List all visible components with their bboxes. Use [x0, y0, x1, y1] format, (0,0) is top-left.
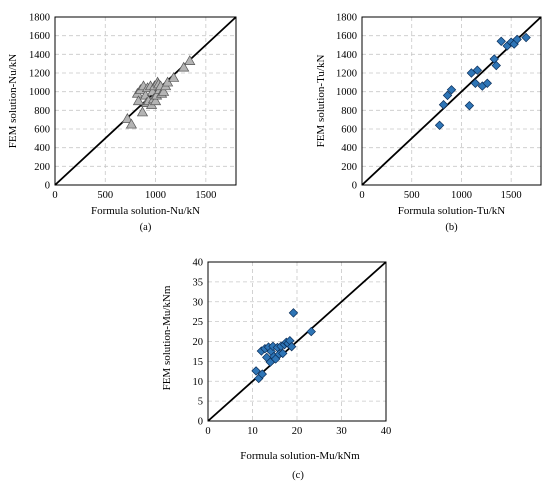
data-point	[496, 36, 506, 46]
data-point	[121, 113, 134, 123]
y-tick-label: 400	[34, 143, 50, 154]
x-tick-label: 1000	[451, 190, 472, 201]
y-tick-label: 200	[341, 162, 357, 173]
y-tick-label: 600	[34, 125, 50, 136]
data-point	[168, 71, 180, 82]
y-tick-label: 1800	[336, 13, 357, 24]
y-tick-label: 1000	[336, 87, 357, 98]
data-point	[472, 65, 483, 75]
x-tick-label: 30	[336, 426, 347, 437]
data-point	[482, 78, 492, 88]
data-point	[286, 341, 297, 352]
chart-a-ylabel: FEM solution-Nu/kN	[7, 54, 19, 148]
y-tick-label: 0	[45, 181, 50, 192]
chart-c-plot: 0 10 20 30 40 0 5 10 15 20 25 30 35 40	[193, 258, 392, 438]
x-tick-label: 500	[97, 190, 113, 201]
data-point	[178, 61, 190, 72]
x-tick-label: 0	[52, 190, 57, 201]
plot-frame	[361, 16, 542, 186]
y-tick-label: 35	[193, 277, 204, 288]
data-point	[464, 100, 475, 111]
data-point	[184, 55, 196, 65]
x-tick-label: 40	[381, 426, 392, 437]
panel-c: 0 10 20 30 40 0 5 10 15 20 25 30 35 40 Formula soluti…	[161, 258, 391, 482]
y-tick-label: 800	[341, 106, 357, 117]
data-point	[434, 120, 445, 130]
caption-a: (a)	[140, 222, 152, 233]
y-tick-label: 0	[198, 417, 203, 428]
y-tick-label: 40	[193, 258, 204, 269]
caption-c: (c)	[292, 470, 304, 481]
y-tick-label: 1600	[29, 31, 50, 42]
data-point	[306, 326, 316, 337]
plot-frame	[54, 16, 237, 186]
reference-line	[207, 261, 387, 422]
chart-a-xlabel: Formula solution-Nu/kN	[91, 205, 200, 217]
chart-b-xlabel: Formula solution-Tu/kN	[398, 205, 506, 217]
data-point	[125, 118, 138, 129]
data-point	[491, 60, 501, 71]
x-tick-label: 1500	[501, 190, 522, 201]
y-tick-label: 1200	[336, 69, 357, 80]
x-tick-label: 500	[404, 190, 420, 201]
data-point	[442, 90, 453, 101]
y-tick-label: 30	[193, 297, 204, 308]
chart-c-xlabel: Formula solution-Mu/kNm	[240, 450, 360, 462]
x-tick-label: 0	[205, 426, 210, 437]
y-tick-label: 10	[193, 377, 204, 388]
data-point	[288, 308, 299, 318]
y-tick-label: 400	[341, 143, 357, 154]
data-point	[132, 95, 145, 106]
y-tick-label: 800	[34, 106, 50, 117]
chart-c-ylabel: FEM solution-Mu/kNm	[161, 285, 173, 390]
data-point	[136, 106, 149, 117]
y-tick-label: 25	[193, 317, 204, 328]
y-tick-label: 15	[193, 357, 204, 368]
chart-b-plot: 0 500 1000 1500 0 200 400 600 800 1000 1200 1400 160…	[336, 13, 542, 201]
y-tick-label: 200	[34, 162, 50, 173]
y-tick-label: 0	[352, 181, 357, 192]
y-tick-label: 1800	[29, 13, 50, 24]
y-tick-label: 600	[341, 125, 357, 136]
x-tick-label: 10	[247, 426, 258, 437]
y-tick-label: 5	[198, 397, 203, 408]
y-tick-label: 1600	[336, 31, 357, 42]
y-tick-label: 1400	[336, 50, 357, 61]
data-point	[512, 34, 522, 45]
x-tick-label: 1000	[145, 190, 166, 201]
data-point	[470, 78, 481, 88]
data-point	[438, 100, 449, 110]
chart-a-plot: 0 500 1000 1500 0 200 400 600 800 1000 1200 1400 160…	[29, 13, 237, 201]
y-tick-label: 1200	[29, 69, 50, 80]
data-point	[251, 366, 261, 376]
data-point	[446, 85, 457, 95]
data-point	[257, 369, 267, 379]
x-tick-label: 1500	[195, 190, 216, 201]
y-tick-label: 1400	[29, 50, 50, 61]
y-tick-label: 1000	[29, 87, 50, 98]
data-point	[157, 85, 170, 96]
panel-b: 0 500 1000 1500 0 200 400 600 800 1000 1200 1400 160…	[315, 13, 542, 233]
caption-b: (b)	[445, 222, 458, 233]
chart-b-ylabel: FEM solution-Tu/kN	[315, 55, 327, 148]
x-tick-label: 0	[359, 190, 364, 201]
plot-frame	[207, 261, 387, 422]
panel-a: 0 500 1000 1500 0 200 400 600 800 1000 1200 1400 160…	[7, 13, 237, 233]
data-point	[149, 95, 162, 106]
y-tick-label: 20	[193, 337, 204, 348]
data-point	[278, 348, 288, 359]
data-point	[521, 32, 531, 43]
x-tick-label: 20	[292, 426, 303, 437]
